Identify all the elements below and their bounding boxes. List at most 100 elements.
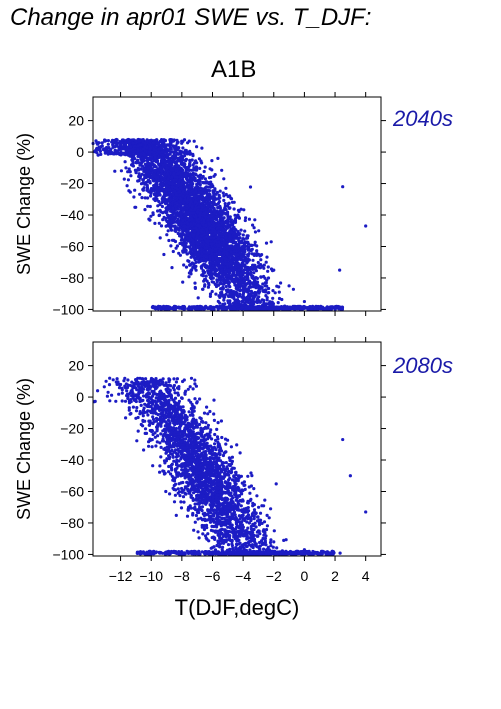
data-point [157,186,161,190]
data-point [220,304,224,309]
data-point [227,268,231,273]
data-point [146,157,150,162]
data-point [137,179,141,183]
data-point [245,234,249,238]
data-point [160,146,164,150]
data-point [164,192,168,196]
data-point [164,210,168,214]
data-point [191,154,195,158]
data-point [122,177,126,181]
data-point [172,307,176,311]
data-point [215,215,219,219]
data-point [217,200,221,204]
data-point [115,151,119,155]
data-point [153,153,157,157]
data-point [125,184,129,188]
data-point [169,306,173,310]
data-point [143,208,147,212]
data-point [193,266,197,270]
data-point [170,175,174,179]
data-point [151,141,156,145]
data-point [224,284,228,289]
data-point [173,239,178,244]
data-point [142,159,146,163]
data-point [157,150,161,154]
data-point [224,236,228,240]
data-point [213,252,217,256]
data-point [214,261,218,265]
data-point [182,138,187,142]
data-point [184,159,188,163]
data-point [210,252,214,256]
data-point [205,191,209,196]
data-point [241,233,245,237]
data-point [269,240,273,244]
data-point [240,295,244,299]
data-point [192,166,196,170]
data-point [236,295,240,299]
data-point [172,138,176,142]
data-point [195,307,199,311]
data-point [210,159,214,163]
data-point [259,258,263,262]
data-point [222,177,226,181]
data-point [160,204,164,209]
data-point [189,252,193,256]
data-point [210,168,214,172]
data-point [180,168,184,172]
data-point [211,222,215,226]
data-point [201,269,205,273]
data-point [148,218,152,222]
data-point [276,301,280,305]
data-point [242,242,247,246]
data-point [186,185,190,189]
data-point [271,304,276,308]
data-point [169,228,174,232]
data-point [131,141,135,145]
data-point [248,279,252,283]
data-point [226,210,230,214]
data-point [153,198,157,203]
data-point [170,155,175,159]
data-point [208,193,212,197]
data-point [267,291,271,295]
data-point [138,143,143,147]
data-point [187,271,191,275]
data-point [262,298,266,303]
data-point [220,168,224,172]
data-point [257,265,261,269]
data-point [226,202,230,206]
data-point [250,291,254,295]
data-point [171,150,175,154]
data-point [202,221,206,225]
data-point [222,198,226,202]
data-point [126,178,130,182]
data-point [203,165,207,169]
data-point [195,257,199,261]
data-point [178,171,182,175]
data-point [178,253,182,257]
data-point [99,152,103,156]
data-point [162,252,166,257]
data-point [198,166,202,170]
data-point [252,226,256,230]
data-point [131,164,135,168]
data-point [200,146,204,150]
data-point [199,190,203,194]
data-point [162,173,166,177]
data-point [228,236,232,240]
data-point [253,218,257,222]
data-point [264,302,268,306]
data-point [211,258,215,262]
data-point [140,196,144,200]
data-point [245,241,249,245]
data-point [218,189,222,193]
data-point [203,283,207,287]
data-point [210,242,214,246]
data-point [242,208,246,212]
data-point [249,267,253,271]
data-point [257,291,261,295]
data-point [193,281,197,285]
data-point [183,151,187,155]
